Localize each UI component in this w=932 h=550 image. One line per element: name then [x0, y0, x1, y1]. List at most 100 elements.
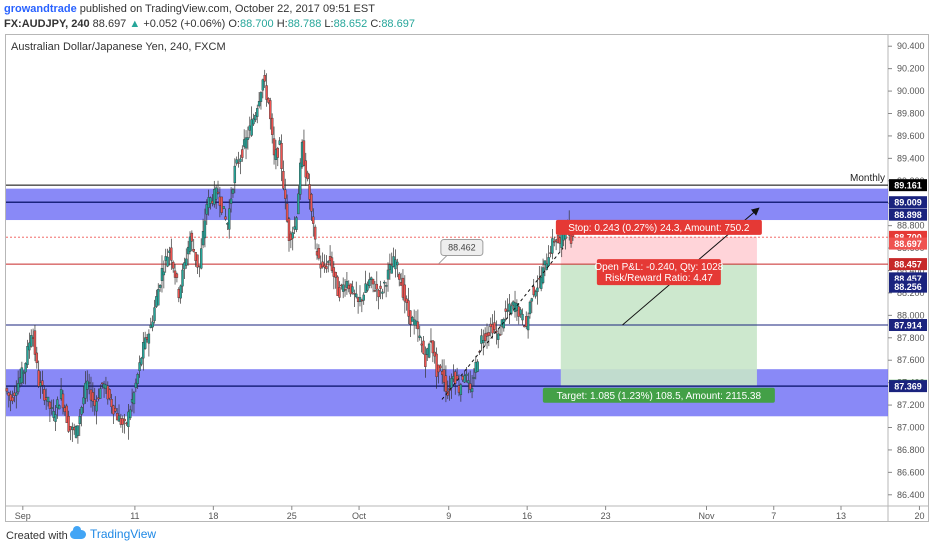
price-axis-badge-label: 88.898 — [894, 210, 922, 220]
candle-body — [46, 396, 50, 402]
candle-body — [383, 281, 386, 284]
candle-body — [543, 260, 547, 266]
tradingview-brand-label: TradingView — [90, 527, 157, 541]
price-axis-badge — [889, 319, 927, 332]
candle-body — [310, 194, 313, 212]
author-link[interactable]: growandtrade — [4, 3, 77, 15]
candle-body — [95, 401, 98, 412]
candle-body — [241, 149, 244, 158]
candle-body — [411, 317, 414, 322]
candle-body — [530, 298, 534, 302]
candle-body — [203, 220, 207, 239]
candle-body — [48, 401, 52, 409]
y-tick-label: 88.000 — [897, 310, 925, 320]
candle-body — [459, 384, 463, 395]
candle-body — [200, 248, 203, 269]
candle-body — [261, 79, 265, 91]
candle-body — [498, 334, 502, 336]
price-axis-badge-label: 87.914 — [894, 321, 922, 331]
candle-body — [15, 392, 18, 396]
x-tick-label: 11 — [130, 511, 139, 521]
candle-body — [386, 269, 390, 280]
candle-body — [439, 365, 442, 369]
y-tick-label: 89.600 — [897, 131, 925, 141]
candle-body — [246, 137, 250, 140]
pnl-label-box — [596, 259, 721, 286]
candle-body — [196, 254, 199, 268]
price-axis-badge-label: 89.009 — [894, 198, 922, 208]
candle-body — [368, 279, 371, 286]
candle-body — [506, 310, 509, 312]
y-tick-label: 89.400 — [897, 153, 925, 163]
candle-body — [35, 352, 39, 364]
y-tick-label: 87.200 — [897, 400, 925, 410]
candle-body — [551, 238, 554, 254]
candle-body — [534, 291, 537, 297]
candle-body — [407, 300, 410, 317]
candle-body — [345, 280, 349, 288]
price-axis-badge-label: 88.697 — [894, 239, 922, 249]
price-axis-badge-label: 88.700 — [894, 232, 922, 242]
open-value: 88.700 — [239, 18, 274, 30]
candle-body — [312, 216, 315, 224]
candle-body — [476, 361, 479, 372]
symbol-label: FX:AUDJPY, 240 — [4, 18, 90, 30]
candle-body — [76, 425, 80, 436]
candle-body — [185, 258, 188, 266]
candle-body — [297, 193, 300, 215]
candle-body — [325, 266, 328, 270]
price-callout-text: 88.462 — [448, 243, 476, 253]
candle-body — [483, 333, 487, 341]
candle-body — [179, 285, 182, 299]
candle-body — [302, 140, 306, 166]
candle-body — [291, 232, 294, 239]
close-label: C: — [370, 18, 382, 30]
candle-body — [375, 283, 378, 290]
candle-body — [381, 291, 384, 294]
created-with-text: Created with — [6, 530, 68, 542]
candle-body — [427, 343, 431, 358]
candle-body — [54, 414, 57, 422]
candle-body — [84, 382, 87, 399]
candle-body — [123, 418, 126, 422]
y-tick-label: 86.600 — [897, 467, 925, 477]
candle-body — [110, 399, 113, 407]
candle-body — [547, 257, 550, 267]
candle-body — [526, 316, 530, 331]
candle-body — [341, 284, 345, 292]
candle-body — [58, 405, 61, 410]
candle-body — [61, 393, 65, 409]
price-axis-badge — [889, 237, 927, 250]
candle-body — [121, 418, 124, 425]
candle-body — [134, 382, 138, 388]
candle-body — [321, 261, 324, 267]
candle-body — [127, 411, 130, 428]
candle-body — [188, 236, 192, 252]
candle-body — [510, 305, 513, 315]
candle-body — [371, 278, 375, 285]
candle-body — [360, 299, 364, 302]
candle-body — [86, 380, 89, 390]
tradingview-brand[interactable]: TradingView — [70, 525, 157, 541]
candle-body — [82, 397, 85, 405]
candle-body — [366, 284, 369, 291]
candle-body — [67, 416, 70, 432]
candle-body — [136, 374, 139, 384]
x-tick-label: Oct — [352, 511, 367, 521]
candle-body — [398, 273, 401, 280]
footer: Created with TradingView — [0, 524, 932, 550]
candle-body — [465, 373, 468, 376]
candle-body — [343, 289, 347, 291]
x-tick-label: 16 — [522, 511, 532, 521]
candle-body — [323, 264, 326, 268]
candle-body — [37, 370, 40, 387]
y-tick-label: 89.800 — [897, 109, 925, 119]
candle-body — [30, 335, 33, 347]
candle-body — [468, 383, 472, 390]
price-axis-badge — [889, 258, 927, 271]
candle-body — [142, 342, 145, 359]
candle-body — [16, 383, 20, 393]
risk-reward-label: Risk/Reward Ratio: 4.47 — [605, 273, 713, 284]
candle-body — [362, 294, 365, 301]
